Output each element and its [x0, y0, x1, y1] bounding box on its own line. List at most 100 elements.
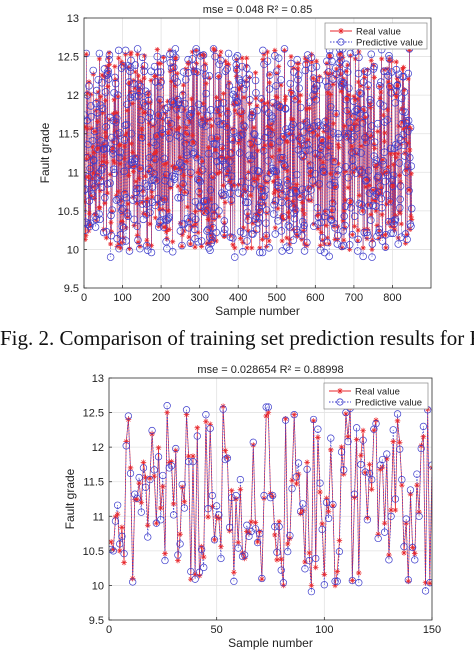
data-point-predictive-value	[233, 97, 241, 106]
data-point-real-value	[166, 459, 173, 466]
data-point-real-value	[261, 51, 267, 57]
data-point-real-value	[167, 47, 173, 53]
data-point-predictive-value	[109, 545, 115, 554]
data-point-real-value	[200, 158, 206, 165]
data-point-real-value	[184, 138, 190, 145]
data-point-predictive-value	[372, 202, 380, 210]
data-point-predictive-value	[391, 99, 399, 107]
data-point-predictive-value	[352, 147, 360, 156]
data-point-predictive-value	[96, 177, 104, 186]
data-point-predictive-value	[324, 514, 333, 523]
data-point-predictive-value	[222, 123, 231, 131]
data-point-predictive-value	[189, 150, 197, 158]
data-point-predictive-value	[116, 540, 124, 548]
data-point-predictive-value	[236, 149, 244, 157]
data-point-real-value	[181, 228, 187, 234]
data-point-real-value	[354, 96, 360, 102]
data-point-predictive-value	[362, 177, 370, 185]
data-point-real-value	[223, 155, 229, 161]
data-point-real-value	[130, 168, 136, 175]
data-point-real-value	[122, 188, 128, 195]
data-point-predictive-value	[163, 103, 172, 112]
data-point-real-value	[305, 137, 311, 143]
data-point-predictive-value	[263, 206, 271, 214]
data-point-predictive-value	[291, 206, 300, 214]
data-point-real-value	[215, 74, 222, 80]
data-point-real-value	[215, 109, 221, 115]
data-point-predictive-value	[152, 177, 161, 185]
data-point-real-value	[136, 89, 142, 95]
data-point-predictive-value	[286, 223, 294, 231]
data-point-predictive-value	[228, 493, 236, 502]
data-point-predictive-value	[175, 133, 184, 141]
data-point-real-value	[230, 101, 236, 107]
data-point-real-value	[308, 168, 314, 175]
data-point-real-value	[181, 498, 188, 505]
data-point-predictive-value	[142, 200, 151, 208]
data-point-predictive-value	[92, 86, 101, 95]
data-point-predictive-value	[126, 469, 135, 478]
data-point-predictive-value	[163, 244, 171, 253]
data-point-predictive-value	[324, 153, 332, 161]
data-point-real-value	[274, 70, 280, 77]
data-point-predictive-value	[121, 190, 129, 198]
data-point-predictive-value	[187, 168, 195, 177]
data-point-real-value	[231, 569, 237, 576]
data-point-predictive-value	[415, 512, 423, 520]
data-point-predictive-value	[134, 236, 142, 244]
data-point-predictive-value	[140, 62, 149, 70]
data-point-real-value	[180, 182, 186, 188]
data-point-real-value	[345, 433, 351, 440]
data-point-predictive-value	[336, 69, 345, 77]
data-point-predictive-value	[119, 224, 128, 232]
data-point-predictive-value	[290, 214, 299, 223]
data-point-predictive-value	[259, 46, 267, 55]
data-point-real-value	[286, 241, 293, 247]
data-point-predictive-value	[131, 490, 139, 498]
data-point-real-value	[301, 118, 307, 124]
data-point-real-value	[172, 57, 178, 63]
data-point-real-value	[250, 175, 256, 182]
data-point-predictive-value	[334, 166, 343, 174]
data-point-predictive-value	[133, 222, 141, 231]
data-point-predictive-value	[329, 129, 338, 137]
data-point-predictive-value	[396, 445, 404, 453]
data-point-predictive-value	[281, 162, 289, 170]
data-point-real-value	[255, 148, 261, 154]
data-point-predictive-value	[184, 69, 193, 77]
data-point-real-value	[297, 131, 303, 138]
data-point-predictive-value	[402, 119, 411, 127]
data-point-real-value	[197, 207, 204, 213]
data-point-real-value	[275, 188, 281, 194]
data-point-real-value	[84, 51, 89, 57]
data-point-real-value	[109, 539, 114, 545]
data-point-real-value	[252, 70, 259, 76]
data-point-predictive-value	[180, 163, 188, 171]
data-point-real-value	[241, 94, 247, 101]
data-point-predictive-value	[364, 231, 372, 240]
data-point-predictive-value	[188, 139, 197, 147]
data-point-predictive-value	[158, 209, 167, 217]
data-point-predictive-value	[290, 410, 298, 419]
data-point-real-value	[292, 95, 298, 101]
data-point-real-value	[119, 219, 125, 225]
data-point-predictive-value	[257, 198, 265, 207]
data-point-predictive-value	[342, 163, 350, 171]
data-point-real-value	[362, 469, 369, 476]
data-point-real-value	[308, 582, 315, 589]
data-point-predictive-value	[376, 461, 384, 469]
data-point-predictive-value	[327, 102, 335, 111]
data-point-predictive-value	[348, 148, 356, 156]
data-point-predictive-value	[245, 532, 253, 540]
data-point-predictive-value	[346, 197, 354, 206]
data-point-predictive-value	[302, 60, 310, 69]
data-point-predictive-value	[225, 523, 234, 531]
data-point-real-value	[198, 543, 205, 550]
data-point-predictive-value	[370, 62, 379, 71]
data-point-real-value	[272, 532, 278, 538]
data-point-real-value	[271, 178, 278, 185]
data-point-predictive-value	[258, 574, 266, 583]
data-point-real-value	[142, 474, 149, 481]
data-point-predictive-value	[213, 133, 222, 142]
data-point-predictive-value	[135, 473, 143, 482]
